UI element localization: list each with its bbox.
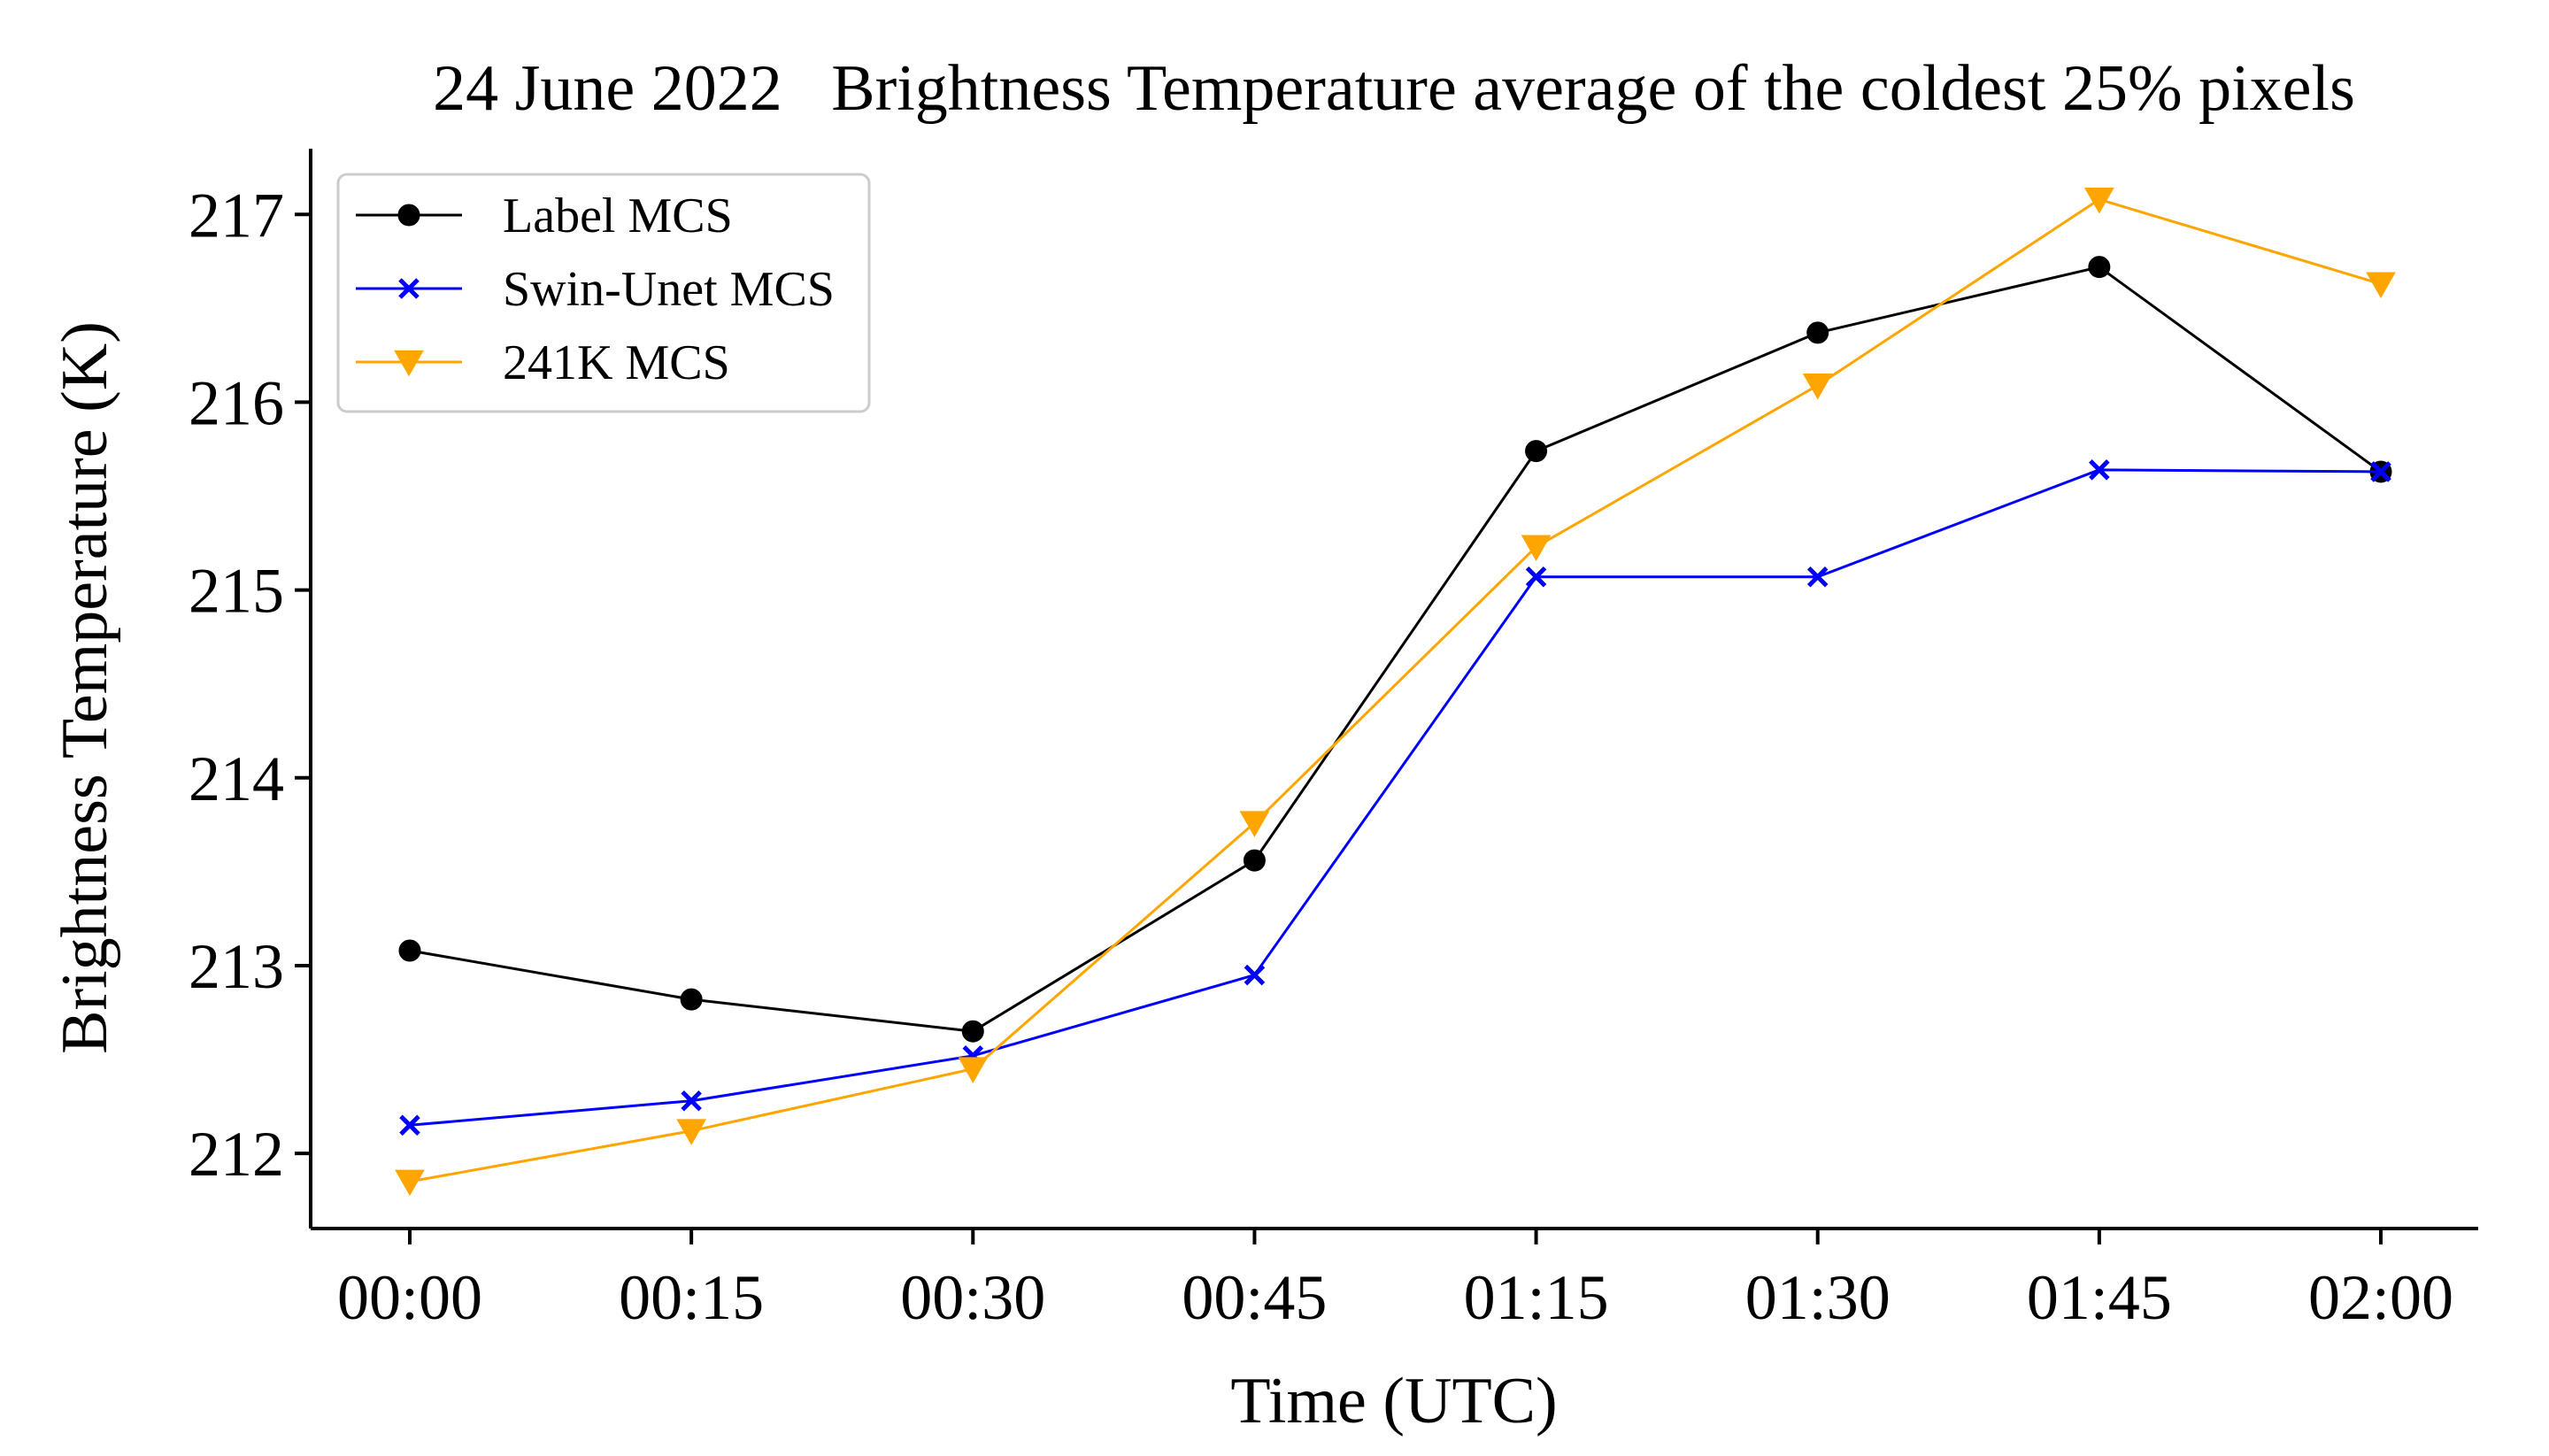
axes: 212 213 214 215 216 217 00:00 00:15 00:30 00:45 01… [189, 149, 2478, 1333]
data-point [395, 1169, 425, 1197]
legend-label: Swin-Unet MCS [503, 262, 835, 317]
data-point [399, 1114, 420, 1136]
data-point [2089, 459, 2110, 481]
legend-label: 241K MCS [503, 335, 730, 390]
x-tick-label: 02:00 [2308, 1262, 2453, 1333]
y-tick-label: 216 [189, 367, 284, 438]
legend: Label MCS Swin-Unet MCS 241K MCS [336, 173, 871, 413]
y-axis-label: Brightness Temperature (K) [49, 321, 121, 1054]
data-point [961, 1020, 984, 1043]
data-point [676, 1119, 707, 1145]
legend-marker [394, 350, 424, 377]
legend-item: Swin-Unet MCS [356, 262, 835, 317]
data-point [1806, 566, 1829, 588]
data-point [1239, 811, 1270, 837]
chart-title: 24 June 2022 Brightness Temperature aver… [433, 52, 2355, 125]
data-point [1244, 964, 1266, 986]
x-tick-label: 00:45 [1182, 1262, 1327, 1333]
data-point [2366, 272, 2396, 298]
x-axis-label: Time (UTC) [1230, 1365, 1557, 1437]
series-line-241k-mcs [409, 197, 2382, 1183]
x-tick-label: 00:00 [337, 1262, 482, 1333]
data-point [398, 939, 421, 962]
legend-item: Label MCS [356, 189, 733, 243]
data-point [1243, 849, 1266, 872]
data-point [958, 1057, 989, 1083]
x-tick-label: 00:30 [900, 1262, 1045, 1333]
legend-item: 241K MCS [356, 335, 730, 390]
legend-frame [336, 173, 871, 413]
data-point [1802, 374, 1833, 400]
x-tick-label: 01:30 [1745, 1262, 1891, 1333]
series-241k-mcs [395, 187, 2396, 1197]
y-tick-label: 217 [189, 180, 284, 250]
legend-label: Label MCS [503, 189, 733, 243]
series-line-swin-unet-mcs [409, 468, 2382, 1127]
data-point [1525, 566, 1547, 588]
data-point [2088, 256, 2111, 279]
data-point [681, 1090, 702, 1112]
series-layer [395, 187, 2396, 1197]
x-tick-label: 01:45 [2027, 1262, 2172, 1333]
y-tick-label: 213 [189, 931, 284, 1002]
legend-marker [398, 278, 420, 299]
y-tick-label: 214 [189, 743, 284, 814]
x-tick-label: 00:15 [619, 1262, 764, 1333]
data-point [2370, 461, 2391, 482]
data-point [1521, 535, 1552, 562]
data-point [1525, 440, 1548, 463]
series-line-label-mcs [409, 266, 2382, 1033]
data-point [2083, 187, 2114, 214]
y-tick-label: 215 [189, 556, 284, 627]
data-point [1806, 321, 1829, 344]
x-tick-label: 01:15 [1464, 1262, 1609, 1333]
data-point [680, 988, 703, 1011]
y-tick-label: 212 [189, 1119, 284, 1190]
legend-marker [397, 204, 420, 227]
